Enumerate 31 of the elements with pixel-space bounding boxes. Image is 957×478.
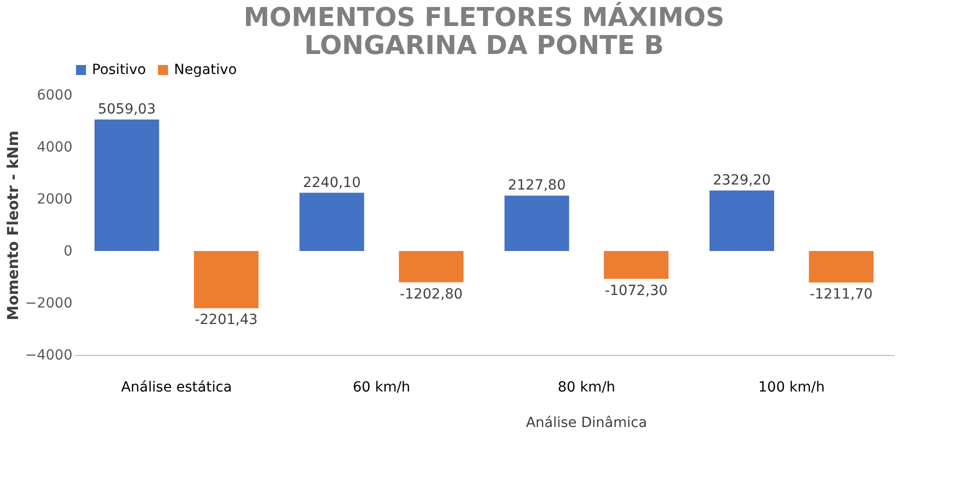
bar	[398, 251, 464, 282]
y-tick-label: 4000	[36, 140, 72, 156]
y-tick-label: 2000	[36, 192, 72, 208]
x-tick-label: 60 km/h	[352, 380, 410, 396]
text: Análise Dinâmica	[526, 415, 648, 431]
bar	[808, 251, 874, 283]
legend-label: Positivo	[92, 62, 146, 78]
bar	[504, 196, 570, 251]
y-tick-label: −4000	[25, 348, 72, 364]
y-tick-label: −2000	[25, 296, 72, 312]
y-axis-title: Momento Fleotr - kNm	[4, 130, 22, 320]
data-label: 5059,03	[98, 101, 156, 118]
y-tick-label: 0	[64, 244, 72, 260]
data-label: 2127,80	[508, 178, 566, 194]
data-label: 2240,10	[302, 174, 361, 191]
data-label: -2201,43	[194, 312, 258, 328]
data-label: -1211,70	[810, 286, 873, 303]
bar	[94, 119, 160, 251]
x-tick-label: Análise estática	[121, 380, 232, 396]
bar	[604, 251, 668, 279]
bar	[300, 192, 364, 251]
x-tick-label: 80 km/h	[558, 380, 616, 396]
bar	[710, 190, 774, 251]
data-label: 2329,20	[712, 172, 771, 188]
y-tick-label: 6000	[36, 88, 72, 104]
data-label: -1202,80	[400, 286, 463, 302]
chart-title: MOMENTOS FLETORES MÁXIMOS LONGARINA DA PONTE B	[244, 1, 724, 61]
legend-label: Negativo	[174, 62, 237, 78]
bar	[194, 251, 258, 308]
x-tick-label: 100 km/h	[758, 380, 825, 396]
data-label: -1072,30	[604, 282, 668, 299]
